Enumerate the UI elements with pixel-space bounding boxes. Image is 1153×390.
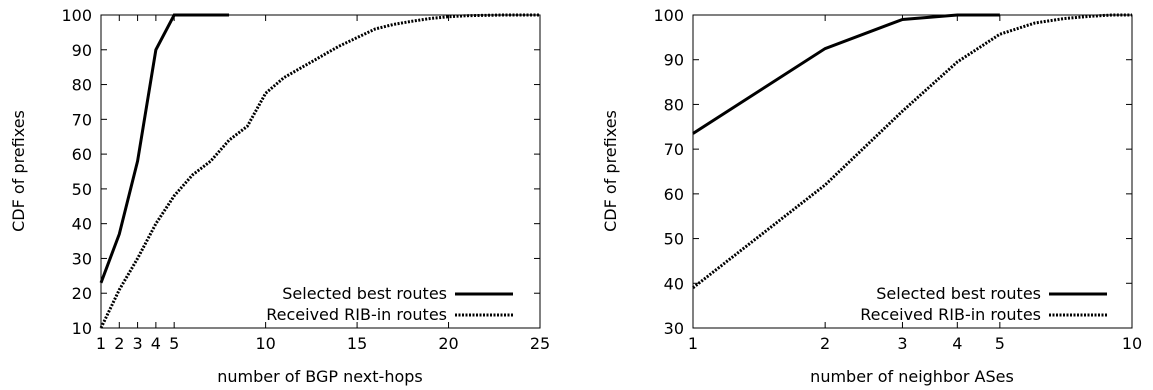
y-tick-label: 100 [61, 6, 92, 25]
y-tick-label: 80 [664, 95, 684, 114]
y-tick-label: 70 [72, 110, 92, 129]
legend: Selected best routes Received RIB-in rou… [860, 284, 1107, 324]
legend-label-selected: Selected best routes [876, 284, 1041, 303]
y-tick-label: 40 [664, 274, 684, 293]
x-tick-label: 3 [897, 334, 907, 353]
y-tick-label: 10 [72, 319, 92, 338]
x-tick-label: 4 [952, 334, 962, 353]
y-tick-label: 30 [72, 249, 92, 268]
y-tick-label: 60 [72, 145, 92, 164]
x-tick-label: 15 [347, 334, 367, 353]
y-tick-label: 50 [72, 180, 92, 199]
legend-label-selected: Selected best routes [282, 284, 447, 303]
series-line-received [692, 13, 1132, 289]
x-tick-label: 4 [151, 334, 161, 353]
y-tick-label: 40 [72, 215, 92, 234]
y-tick-label: 50 [664, 230, 684, 249]
x-tick-label: 2 [820, 334, 830, 353]
y-tick-label: 60 [664, 185, 684, 204]
series-line-selected [692, 13, 1000, 135]
y-tick-label: 20 [72, 284, 92, 303]
y-tick-label: 90 [664, 51, 684, 70]
y-tick-label: 30 [664, 319, 684, 338]
x-tick-label: 3 [132, 334, 142, 353]
y-tick-label: 100 [653, 6, 684, 25]
x-tick-label: 25 [530, 334, 550, 353]
legend-label-received: Received RIB-in routes [266, 305, 447, 324]
y-tick-label: 90 [72, 41, 92, 60]
x-axis-ticks: 1 2 3 4 5 10 [688, 15, 1142, 353]
series-line-received [99, 13, 540, 329]
series-lines [692, 13, 1132, 289]
y-axis-ticks: 30 40 50 60 70 80 90 100 [653, 6, 1132, 338]
x-tick-label: 2 [114, 334, 124, 353]
x-tick-label: 10 [255, 334, 275, 353]
plot-frame [692, 14, 1133, 329]
y-axis-label: CDF of prefixes [601, 110, 620, 232]
x-tick-label: 5 [995, 334, 1005, 353]
x-tick-label: 5 [169, 334, 179, 353]
x-tick-label: 1 [96, 334, 106, 353]
x-tick-label: 10 [1122, 334, 1142, 353]
legend-label-received: Received RIB-in routes [860, 305, 1041, 324]
x-tick-label: 20 [438, 334, 458, 353]
x-tick-label: 1 [688, 334, 698, 353]
y-tick-label: 80 [72, 76, 92, 95]
x-axis-label: number of neighbor ASes [810, 367, 1014, 386]
y-tick-label: 70 [664, 140, 684, 159]
chart-neighbor-ases: 30 40 50 60 70 80 90 100 1 2 3 4 5 10 CDF of prefixe… [601, 6, 1142, 386]
series-lines [99, 13, 540, 329]
plot-frame [100, 14, 541, 329]
y-axis-label: CDF of prefixes [9, 110, 28, 232]
x-axis-label: number of BGP next-hops [217, 367, 423, 386]
chart-nexthops: 10 20 30 40 50 60 70 80 90 100 1 2 3 4 5 10 15 20 25 CDF … [9, 6, 550, 386]
series-line-selected [99, 13, 230, 284]
legend: Selected best routes Received RIB-in rou… [266, 284, 513, 324]
x-axis-ticks: 1 2 3 4 5 10 15 20 25 [96, 15, 550, 353]
y-axis-ticks: 10 20 30 40 50 60 70 80 90 100 [61, 6, 540, 338]
